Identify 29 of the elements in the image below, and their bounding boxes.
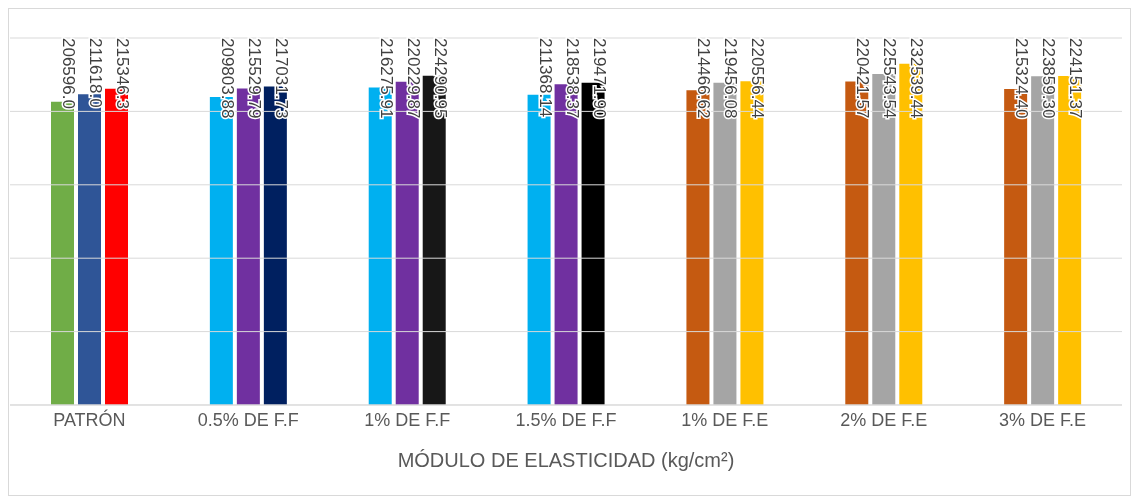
data-label: 217031.73	[271, 38, 291, 119]
data-label: 220556.44	[748, 38, 768, 119]
data-label: 211368.14	[535, 38, 555, 118]
x-tick-label: 1% DE F.E	[681, 409, 769, 430]
data-label: 220421.57	[853, 38, 873, 119]
data-label: 220229.87	[403, 38, 423, 119]
data-label: 224290.95	[430, 38, 450, 119]
data-label: 225543.54	[880, 38, 900, 119]
x-tick-label: 0.5% DE F.F	[197, 409, 299, 430]
data-label: 214466.62	[694, 38, 714, 119]
x-tick-label: 1.5% DE F.F	[515, 409, 617, 430]
data-label: 206596.0	[59, 38, 78, 109]
data-label: 223859.30	[1039, 38, 1059, 119]
x-tick-label: 1% DE F.F	[364, 409, 451, 430]
data-label: 215324.40	[1012, 38, 1032, 119]
data-label: 209803.88	[217, 38, 237, 119]
x-axis-title: MÓDULO DE ELASTICIDAD (kg/cm²)	[397, 449, 735, 471]
data-label: 216275.91	[376, 38, 396, 119]
data-label: 218538.37	[562, 38, 582, 119]
data-label: 211618.0	[86, 38, 105, 108]
data-label: 215346.3	[113, 38, 132, 109]
x-tick-label: 2% DE F.E	[840, 409, 928, 430]
x-tick-label: 3% DE F.E	[999, 409, 1087, 430]
data-label: 224151.37	[1066, 38, 1086, 119]
data-label: 232539.44	[907, 38, 927, 119]
data-label: 219456.08	[721, 38, 741, 119]
data-label: 219471.90	[589, 38, 609, 119]
data-label: 215529.79	[244, 38, 264, 119]
x-tick-label: PATRÓN	[53, 408, 126, 430]
